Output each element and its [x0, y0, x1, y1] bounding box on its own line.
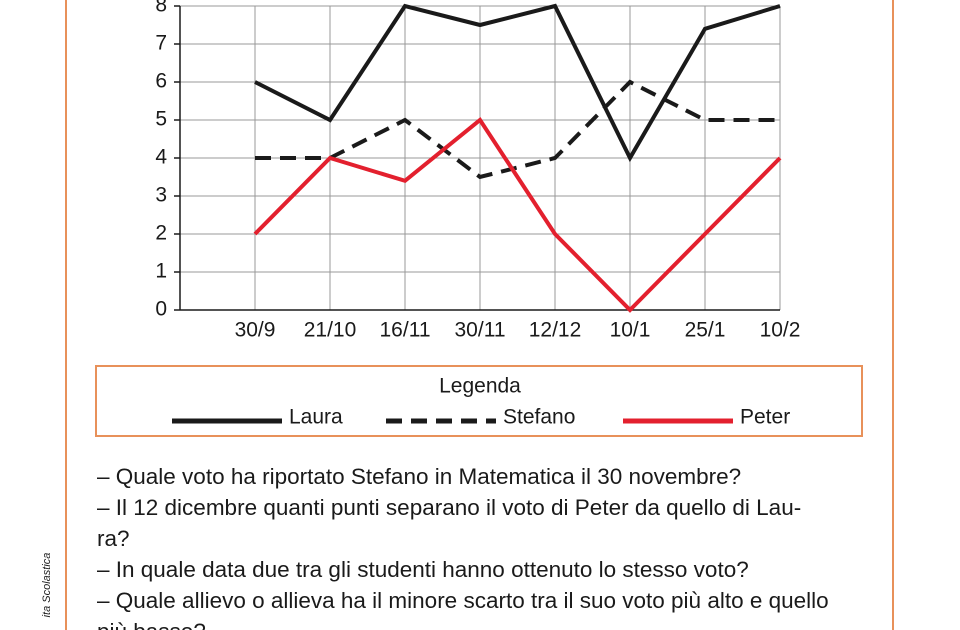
y-tick-label: 3	[155, 184, 167, 207]
x-tick-label: 10/2	[760, 319, 801, 342]
x-tick-label: 21/10	[304, 319, 357, 342]
y-tick-label: 7	[155, 32, 167, 55]
y-tick-label: 0	[155, 298, 167, 321]
question-text: – In quale data due tra gli studenti han…	[97, 557, 749, 582]
legend-label: Stefano	[503, 406, 575, 429]
question-text: più basso?	[97, 619, 206, 630]
series-line	[253, 117, 782, 313]
side-text: ita Scolastica	[41, 553, 53, 618]
y-tick-label: 8	[155, 0, 167, 17]
legend-box	[95, 365, 863, 437]
y-tick-label: 2	[155, 222, 167, 245]
legend-label: Laura	[289, 406, 343, 429]
question-text: – Quale voto ha riportato Stefano in Mat…	[97, 464, 741, 489]
question-text: ra?	[97, 526, 130, 551]
y-tick-label: 1	[155, 260, 167, 283]
y-tick-label: 5	[155, 108, 167, 131]
y-tick-label: 4	[155, 146, 167, 169]
x-tick-label: 16/11	[380, 319, 431, 342]
series-line	[255, 79, 780, 180]
x-tick-label: 10/1	[610, 319, 651, 342]
x-tick-label: 12/12	[529, 319, 582, 342]
legend-label: Peter	[740, 406, 790, 429]
x-tick-label: 30/9	[235, 319, 276, 342]
series-line	[254, 3, 781, 163]
question-text: – Quale allievo o allieva ha il minore s…	[97, 588, 829, 613]
legend-title: Legenda	[439, 375, 521, 398]
y-tick-label: 6	[155, 70, 167, 93]
x-tick-label: 30/11	[455, 319, 506, 342]
x-tick-label: 25/1	[685, 319, 726, 342]
question-text: – Il 12 dicembre quanti punti separano i…	[97, 495, 801, 520]
